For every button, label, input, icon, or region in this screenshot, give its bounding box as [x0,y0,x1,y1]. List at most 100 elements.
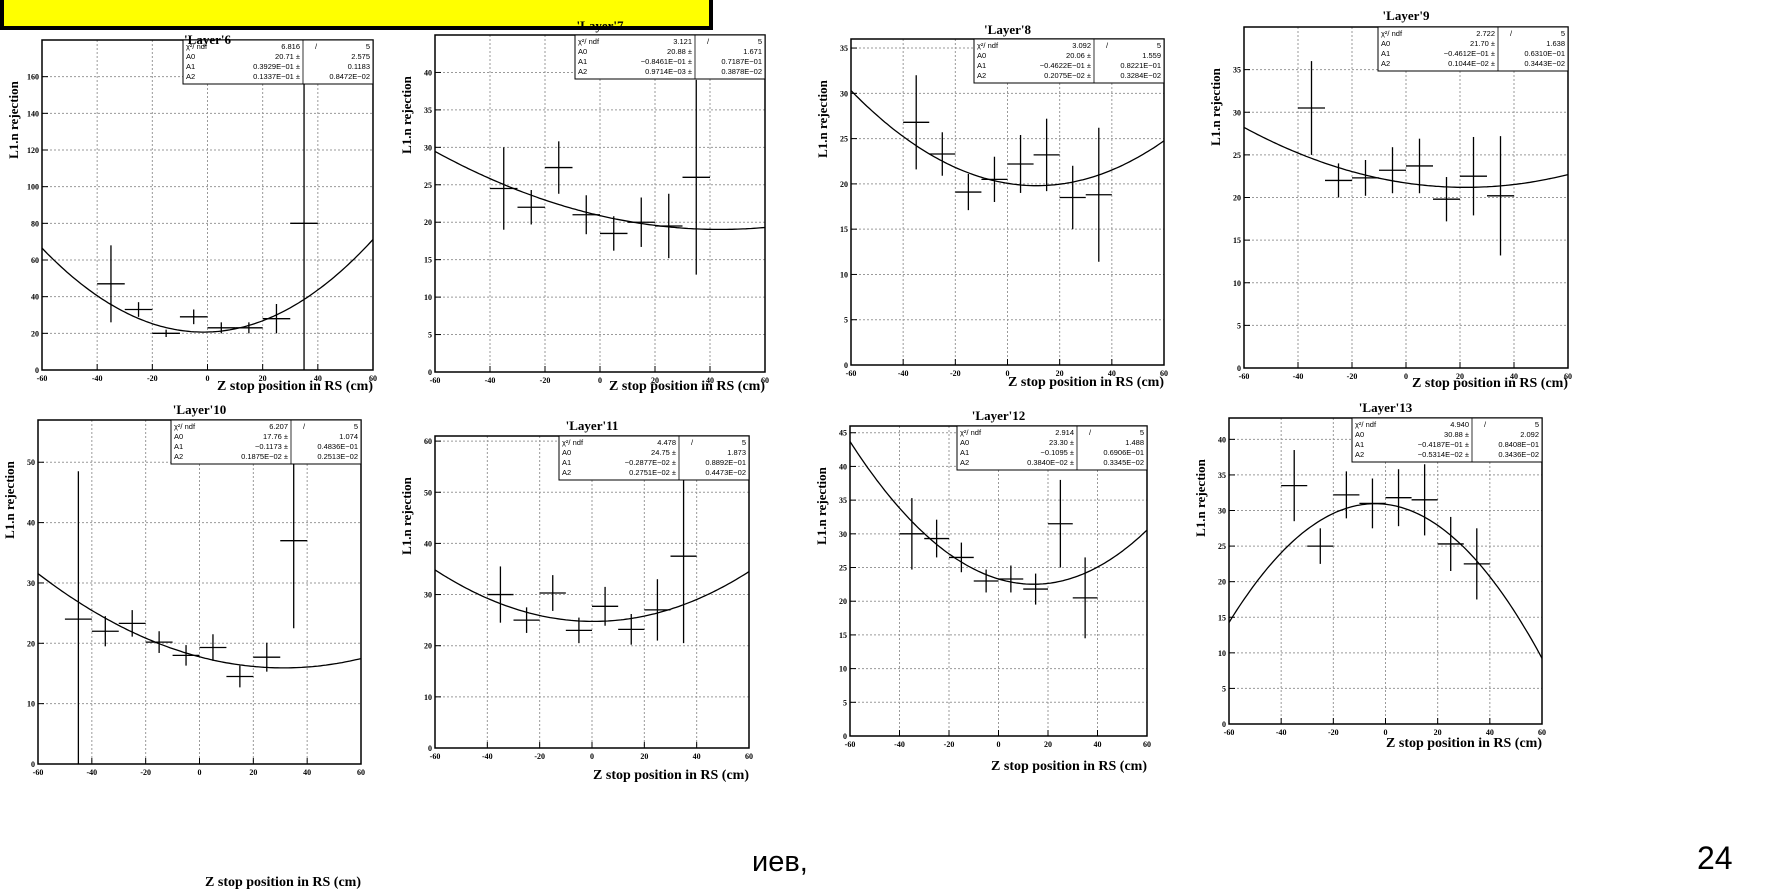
chart-8-x-tick-label: 60 [1538,728,1546,737]
chart-2-x-tick-label: 0 [598,376,602,385]
chart-2-point-7 [655,193,683,259]
chart-8-stats-value: −0.5314E−02 ± [1418,450,1469,459]
chart-7-point-3 [949,542,974,573]
chart-7-x-tick-label: -40 [894,740,905,749]
chart-6-y-tick-label: 30 [424,591,432,600]
chart-2-stats-value: −0.8461E−01 ± [641,57,692,66]
chart-3-stats-value: 3.092 [1072,41,1091,50]
chart-7-stats-value: −0.1095 ± [1040,448,1074,457]
chart-4-x-tick-label: -60 [1239,372,1250,381]
chart-2-stats-frame [574,34,766,80]
chart-6-point-1 [487,566,514,623]
chart-4-point-7 [1460,136,1487,216]
chart-2-x-tick-label: 20 [651,376,659,385]
chart-8-stats-error: 2.092 [1520,430,1539,439]
chart-8-title: 'Layer'13 [1359,400,1413,415]
chart-2-y-tick-label: 25 [424,181,432,190]
chart-8-y-label: L1.n rejection [1193,458,1208,537]
chart-8-x-tick-label: -60 [1224,728,1235,737]
chart-3-point-5 [1007,134,1034,193]
chart-3-y-tick-label: 25 [840,135,848,144]
chart-1-y-tick-label: 60 [31,256,39,265]
chart-panel-7: -60 -40 -20 0 20 40 60 0 5 10 15 20 25 30 35 40 45 χ²/ nd… [814,408,1151,774]
chart-7-y-tick-label: 45 [839,429,847,438]
chart-1-y-tick-label: 140 [27,109,39,118]
chart-8-y-tick-label: 30 [1218,507,1226,516]
chart-7-point-1 [899,498,925,570]
chart-6-x-tick-label: -40 [482,752,493,761]
chart-2-y-label: L1.n rejection [399,75,414,154]
chart-3-point-7 [1059,165,1086,230]
chart-5-stats-name: χ²/ ndf [174,422,196,431]
chart-1-stats-value: 6.816 [281,42,300,51]
chart-3-y-tick-label: 10 [840,270,848,279]
chart-1-title: 'Layer'6 [184,32,231,47]
chart-3-stats-value: 20.06 ± [1066,51,1091,60]
chart-8-y-tick-label: 10 [1218,649,1226,658]
chart-5-title: 'Layer'10 [173,402,226,417]
chart-6-stats-error: 0.4473E−02 [705,468,746,477]
chart-2-x-tick-label: 40 [706,376,714,385]
chart-6-stats-error: 5 [742,438,746,447]
chart-8-stats-frame [1351,417,1543,463]
chart-2-y-tick-label: 0 [428,368,432,377]
chart-3-y-tick-label: 30 [840,89,848,98]
chart-7-x-tick-label: -20 [944,740,955,749]
chart-3-y-tick-label: 20 [840,180,848,189]
chart-6-x-tick-label: 40 [693,752,701,761]
chart-5-x-tick-label: 0 [198,768,202,777]
slide-number: 24 [1697,840,1733,876]
chart-7-y-tick-label: 30 [839,530,847,539]
chart-6-stats-value: 4.478 [657,438,676,447]
chart-2-y-tick-label: 10 [424,293,432,302]
chart-7-y-tick-label: 25 [839,564,847,573]
chart-6-point-3 [539,575,566,611]
chart-1-stats-name: A0 [186,52,195,61]
chart-3-stats-value: −0.4622E−01 ± [1040,61,1091,70]
chart-8-stats-error: 0.8408E−01 [1498,440,1539,449]
chart-7-stats-value: 2.914 [1055,428,1074,437]
chart-1-x-tick-label: 40 [314,374,322,383]
chart-2-stats-value: 0.9714E−03 ± [645,67,692,76]
chart-6-stats-value: 0.2751E−02 ± [629,468,676,477]
chart-1-stats-error: 0.1183 [348,62,370,71]
chart-5-x-label: Z stop position in RS (cm) [205,875,361,890]
chart-1-x-tick-label: 60 [369,374,377,383]
chart-2-point-4 [572,195,600,235]
chart-5-stats-value: 17.76 ± [263,432,288,441]
chart-7-y-label: L1.n rejection [814,466,829,545]
chart-8-fit-curve [1228,503,1543,659]
chart-3-stats-name: A1 [977,61,986,70]
chart-6-stats-name: χ²/ ndf [562,438,584,447]
chart-4-stats-value: 0.1044E−02 ± [1448,59,1495,68]
chart-6-x-tick-label: 0 [590,752,594,761]
chart-8-point-7 [1437,516,1464,571]
chart-6-stats-name: A0 [562,448,571,457]
chart-7-y-tick-label: 10 [839,665,847,674]
chart-4-fit-curve [1243,126,1569,188]
chart-7-point-2 [924,519,949,558]
chart-7-point-6 [1023,573,1048,605]
chart-7-stats-error: 1.488 [1125,438,1144,447]
chart-3-point-8 [1085,127,1112,262]
chart-2-stats-box: χ²/ ndf 3.121 / 5 A0 20.88 ± 1.671 A1 −0.8461E−0… [574,34,766,80]
chart-7-stats-error: 0.6906E−01 [1103,448,1144,457]
chart-4-stats-frame [1377,26,1569,72]
chart-7-point-7 [1048,479,1073,568]
chart-7-x-tick-label: 20 [1044,740,1052,749]
chart-2-title: 'Layer'7 [577,18,624,33]
chart-6-fit-curve [434,569,750,623]
chart-2-stats-error: 5 [758,37,762,46]
chart-2-point-8 [682,79,710,275]
chart-3-point-2 [929,132,956,176]
chart-8-stats-error: 5 [1535,420,1539,429]
chart-1-y-tick-label: 80 [31,219,39,228]
chart-3-stats-frame [973,38,1165,84]
chart-6-stats-value: −0.2877E−02 ± [625,458,676,467]
chart-3-y-tick-label: 35 [840,44,848,53]
chart-3-stats-separator: / [1106,41,1109,50]
chart-7-x-tick-label: 0 [997,740,1001,749]
chart-4-stats-name: A2 [1381,59,1390,68]
chart-4-stats-box: χ²/ ndf 2.722 / 5 A0 21.70 ± 1.638 A1 −0.4612E−0… [1377,26,1569,72]
